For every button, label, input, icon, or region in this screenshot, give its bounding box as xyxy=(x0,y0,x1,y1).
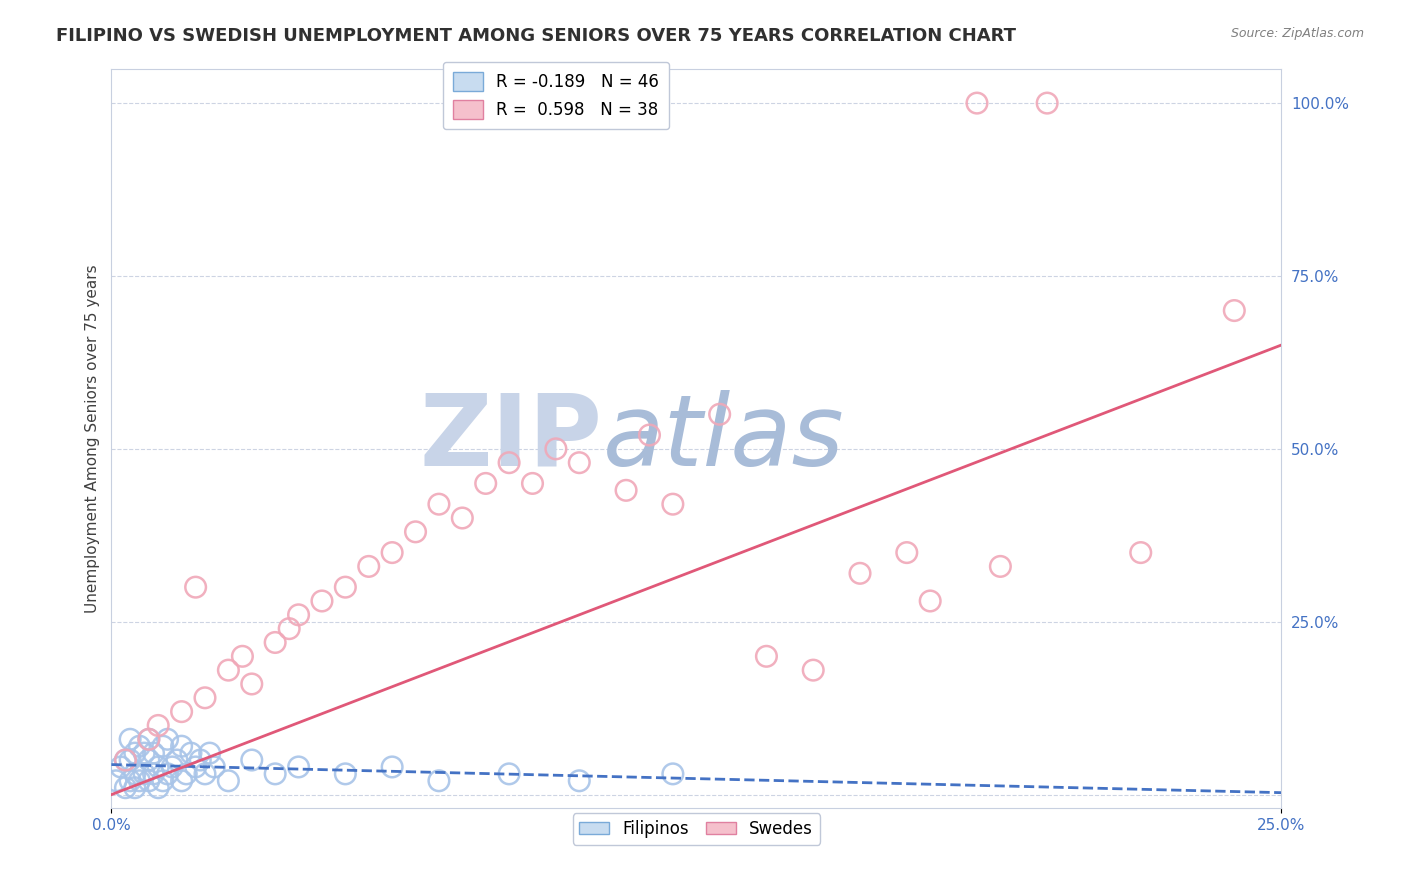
Point xyxy=(166,753,188,767)
Point xyxy=(568,456,591,470)
Point xyxy=(451,511,474,525)
Point xyxy=(381,760,404,774)
Point xyxy=(114,753,136,767)
Point xyxy=(138,753,160,767)
Point xyxy=(110,760,132,774)
Point xyxy=(217,663,239,677)
Point xyxy=(142,746,165,760)
Point xyxy=(405,524,427,539)
Point xyxy=(120,753,142,767)
Point xyxy=(278,622,301,636)
Point xyxy=(180,746,202,760)
Point xyxy=(920,594,942,608)
Point xyxy=(202,760,225,774)
Point xyxy=(966,96,988,111)
Point xyxy=(240,677,263,691)
Point xyxy=(427,497,450,511)
Point xyxy=(138,732,160,747)
Point xyxy=(142,767,165,781)
Point xyxy=(138,773,160,788)
Point xyxy=(184,760,207,774)
Point xyxy=(240,753,263,767)
Point xyxy=(124,746,146,760)
Point xyxy=(120,732,142,747)
Point xyxy=(128,739,150,754)
Point xyxy=(427,773,450,788)
Point xyxy=(184,580,207,594)
Point xyxy=(264,767,287,781)
Point xyxy=(128,773,150,788)
Point xyxy=(287,607,309,622)
Point xyxy=(148,718,170,732)
Point xyxy=(801,663,824,677)
Point xyxy=(152,739,174,754)
Point xyxy=(114,780,136,795)
Legend: Filipinos, Swedes: Filipinos, Swedes xyxy=(572,814,820,845)
Point xyxy=(217,773,239,788)
Point xyxy=(138,732,160,747)
Point xyxy=(134,767,156,781)
Point xyxy=(474,476,496,491)
Point xyxy=(1223,303,1246,318)
Text: atlas: atlas xyxy=(603,390,845,487)
Point xyxy=(335,767,357,781)
Point xyxy=(498,767,520,781)
Point xyxy=(498,456,520,470)
Point xyxy=(849,566,872,581)
Point xyxy=(231,649,253,664)
Point xyxy=(896,545,918,559)
Point xyxy=(156,767,179,781)
Point xyxy=(662,497,685,511)
Point xyxy=(709,407,731,421)
Point xyxy=(264,635,287,649)
Point xyxy=(287,760,309,774)
Point xyxy=(160,760,183,774)
Point xyxy=(357,559,380,574)
Point xyxy=(638,428,661,442)
Point xyxy=(335,580,357,594)
Point xyxy=(544,442,567,456)
Point xyxy=(198,746,221,760)
Point xyxy=(755,649,778,664)
Point xyxy=(134,746,156,760)
Point xyxy=(170,773,193,788)
Y-axis label: Unemployment Among Seniors over 75 years: Unemployment Among Seniors over 75 years xyxy=(86,264,100,613)
Point xyxy=(194,767,217,781)
Point xyxy=(148,760,170,774)
Point xyxy=(148,780,170,795)
Point xyxy=(188,753,211,767)
Text: Source: ZipAtlas.com: Source: ZipAtlas.com xyxy=(1230,27,1364,40)
Point xyxy=(174,767,197,781)
Point xyxy=(170,739,193,754)
Point xyxy=(568,773,591,788)
Point xyxy=(124,780,146,795)
Point xyxy=(381,545,404,559)
Point xyxy=(614,483,637,498)
Point xyxy=(522,476,544,491)
Point xyxy=(170,705,193,719)
Point xyxy=(1129,545,1152,559)
Point xyxy=(114,753,136,767)
Point xyxy=(662,767,685,781)
Point xyxy=(105,773,128,788)
Point xyxy=(152,773,174,788)
Point xyxy=(990,559,1012,574)
Point xyxy=(156,732,179,747)
Point xyxy=(1036,96,1059,111)
Point xyxy=(194,690,217,705)
Text: FILIPINO VS SWEDISH UNEMPLOYMENT AMONG SENIORS OVER 75 YEARS CORRELATION CHART: FILIPINO VS SWEDISH UNEMPLOYMENT AMONG S… xyxy=(56,27,1017,45)
Text: ZIP: ZIP xyxy=(420,390,603,487)
Point xyxy=(311,594,333,608)
Point xyxy=(120,773,142,788)
Point xyxy=(124,767,146,781)
